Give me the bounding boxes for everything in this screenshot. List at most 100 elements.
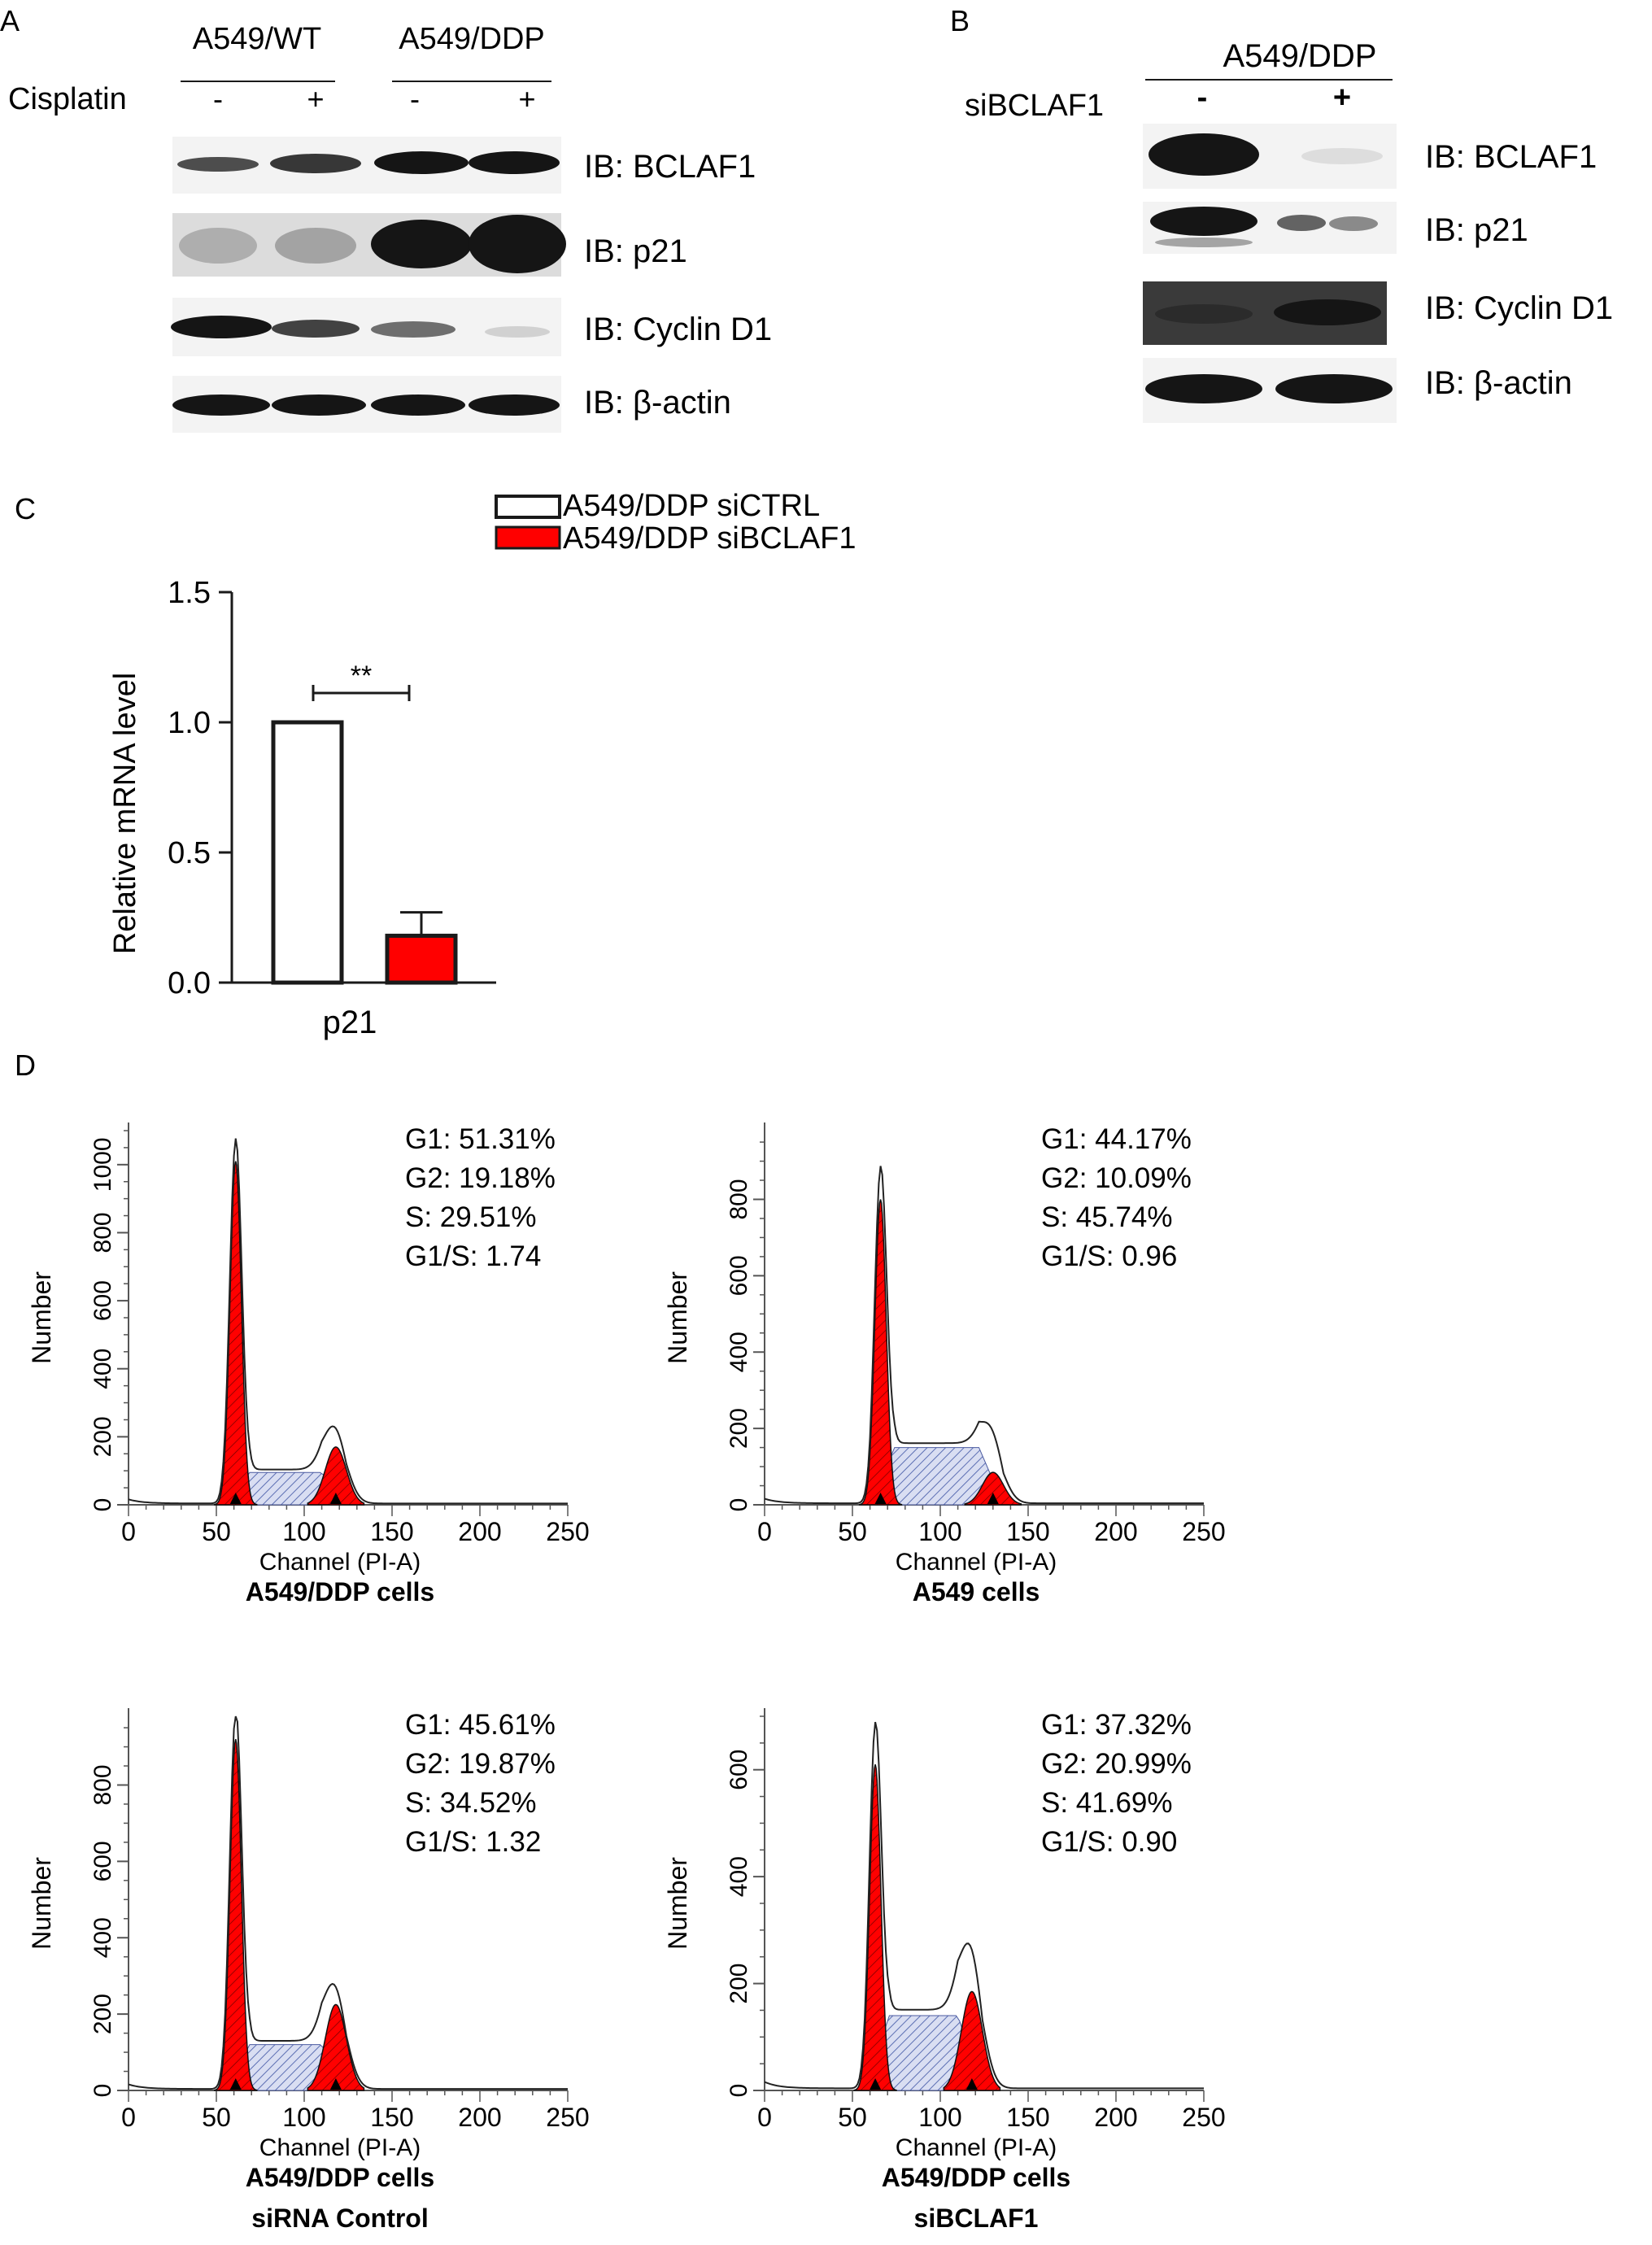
x-tick-label: 150	[1006, 2103, 1049, 2132]
treatment-sign: -	[213, 82, 223, 116]
x-tick-label: 250	[546, 2103, 589, 2132]
y-tick-label: 400	[726, 1332, 752, 1372]
x-axis-label: Channel (PI-A)	[259, 1549, 421, 1576]
g1-peak	[214, 1739, 258, 2091]
peak-marker	[874, 1493, 887, 1504]
sibclaf1-label: siBCLAF1	[965, 89, 1104, 123]
histogram-title: A549/DDP cells	[882, 2163, 1070, 2192]
blot-label-b-p21: IB: p21	[1425, 212, 1528, 248]
cell-cycle-stat: G1/S: 0.96	[1041, 1240, 1177, 1272]
y-tick-label: 800	[89, 1764, 116, 1805]
x-tick-label: 250	[1182, 1517, 1225, 1546]
g1-peak	[853, 1763, 897, 2091]
panel-c-letter: C	[15, 492, 36, 525]
cell-cycle-stat: S: 34.52%	[405, 1787, 537, 1819]
treatment-sign: +	[518, 82, 535, 116]
histogram-plot: 0 200 400 600 0 50 100 150 200 250 Number Channel (…	[663, 1708, 1226, 2233]
cell-cycle-stat: G1: 37.32%	[1041, 1709, 1192, 1741]
x-tick-label: 200	[1094, 1517, 1137, 1546]
y-tick-label: 0	[726, 1498, 752, 1512]
histogram-envelope	[764, 1166, 1204, 1505]
treatment-sign: -	[410, 82, 420, 116]
histogram-plot: 0 200 400 600 800 0 50 100 150 200 250 Number Channe…	[27, 1708, 590, 2233]
g2-peak	[307, 2003, 365, 2091]
y-axis-label: Number	[27, 1271, 56, 1364]
peak-marker	[965, 2078, 978, 2090]
y-tick-label: 1.0	[168, 706, 211, 740]
y-axis-label: Number	[663, 1271, 692, 1364]
blot-a-cyclind1	[171, 298, 561, 356]
y-tick-label: 400	[89, 1349, 116, 1389]
bar	[271, 720, 344, 985]
y-axis-label: Relative mRNA level	[108, 673, 142, 954]
y-tick-label: 200	[726, 1964, 752, 2004]
y-tick-label: 800	[89, 1212, 116, 1253]
cell-cycle-stat: G1/S: 1.32	[405, 1826, 541, 1858]
y-tick-label: 0.5	[168, 836, 211, 870]
treatment-sign: +	[307, 82, 324, 116]
g2-peak	[964, 1471, 1022, 1506]
histogram-envelope	[128, 1138, 568, 1505]
x-tick-label: 250	[546, 1517, 589, 1546]
blot-b-p21	[1143, 202, 1397, 254]
panel-b: B A549/DDP siBCLAF1 - + IB: BCLAF1 IB: p…	[950, 4, 1613, 423]
x-tick-label: 0	[121, 1517, 136, 1546]
y-tick-label: 0	[89, 1498, 116, 1512]
cell-cycle-stat: G2: 19.87%	[405, 1748, 556, 1780]
x-tick-label: 150	[1006, 1517, 1049, 1546]
x-tick-label: 50	[202, 2103, 231, 2132]
histogram-envelope	[128, 1715, 568, 2090]
blot-label-a-bactin: IB: β-actin	[584, 385, 731, 421]
peak-marker	[329, 1493, 342, 1504]
peak-marker	[329, 2078, 342, 2090]
blot-b-bactin	[1143, 358, 1397, 423]
panel-b-letter: B	[950, 4, 970, 37]
y-tick-label: 200	[89, 1416, 116, 1457]
legend-label-sibclaf1: A549/DDP siBCLAF1	[563, 521, 856, 556]
panel-d-letter: D	[15, 1048, 36, 1082]
y-tick-label: 200	[726, 1408, 752, 1449]
y-tick-label: 0.0	[168, 966, 211, 1000]
bar	[385, 933, 458, 985]
x-tick-label: 0	[121, 2103, 136, 2132]
y-tick-label: 600	[89, 1841, 116, 1881]
blot-a-p21	[172, 213, 566, 277]
x-tick-label: 100	[282, 1517, 325, 1546]
y-tick-label: 400	[89, 1917, 116, 1958]
y-tick-label: 0	[89, 2084, 116, 2098]
legend-label-sictrl: A549/DDP siCTRL	[563, 489, 820, 523]
y-tick-label: 0	[726, 2084, 752, 2098]
y-tick-label: 600	[726, 1255, 752, 1296]
blot-b-cyclind1	[1143, 281, 1387, 345]
significance-stars: **	[351, 660, 372, 691]
y-axis-label: Number	[27, 1857, 56, 1950]
blot-label-a-p21: IB: p21	[584, 233, 687, 269]
peak-marker	[870, 2078, 882, 2090]
x-axis-label: Channel (PI-A)	[896, 2134, 1057, 2161]
x-tick-label: 200	[458, 1517, 501, 1546]
treatment-sign: +	[1333, 81, 1351, 115]
treatment-sign: -	[1197, 81, 1208, 115]
s-phase-region	[869, 1447, 1005, 1506]
group-label-a549-ddp: A549/DDP	[399, 22, 545, 56]
cell-cycle-stat: S: 41.69%	[1041, 1787, 1173, 1819]
y-tick-label: 200	[89, 1994, 116, 2034]
histogram-title: A549/DDP cells	[246, 1577, 434, 1606]
histogram-title: A549 cells	[913, 1577, 1040, 1606]
x-tick-label: 100	[918, 2103, 961, 2132]
y-tick-label: 600	[726, 1750, 752, 1790]
x-tick-label: 150	[370, 2103, 413, 2132]
cell-cycle-stat: G2: 10.09%	[1041, 1162, 1192, 1194]
cell-cycle-stat: G1: 45.61%	[405, 1709, 556, 1741]
peak-marker	[229, 2078, 242, 2090]
y-tick-label: 600	[89, 1280, 116, 1321]
cell-cycle-stat: G1: 51.31%	[405, 1123, 556, 1155]
g1-peak	[858, 1199, 903, 1506]
y-tick-label: 1.5	[168, 576, 211, 610]
blot-label-b-cyclind1: IB: Cyclin D1	[1425, 290, 1613, 326]
x-tick-label: 50	[838, 2103, 867, 2132]
panel-a-letter: A	[0, 4, 20, 37]
